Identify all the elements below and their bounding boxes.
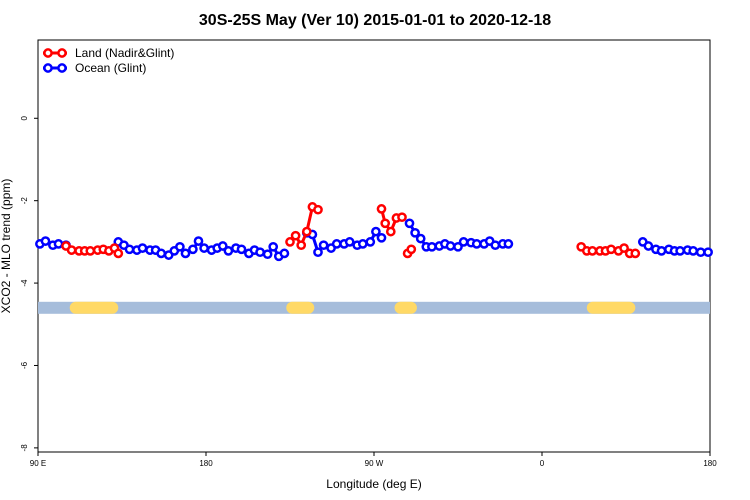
land-band [394, 301, 417, 314]
ocean-band [38, 301, 710, 314]
ocean-point [643, 241, 654, 251]
land-point [406, 244, 417, 255]
ocean-point [344, 237, 355, 247]
ocean-point [193, 236, 204, 246]
ocean-point [318, 240, 329, 251]
ocean-point [415, 233, 426, 244]
ocean-point [445, 241, 456, 251]
land-point [113, 248, 124, 259]
x-axis: 90 E 180 90 W 0 180 [30, 452, 717, 468]
land-point [587, 246, 598, 256]
legend-marker [57, 63, 67, 73]
legend-label: Ocean (Glint) [75, 61, 146, 75]
land-point [385, 226, 396, 237]
land-point [290, 230, 301, 241]
legend-marker [43, 63, 53, 73]
ocean-point [427, 241, 437, 252]
land-point [606, 244, 616, 255]
ocean-point [376, 232, 387, 243]
land-point [85, 246, 96, 256]
x-tick-label: 90 W [365, 459, 384, 468]
ocean-point [279, 248, 290, 259]
ocean-point [180, 248, 191, 259]
ocean-point [371, 226, 381, 237]
ocean-point [255, 247, 265, 258]
land-point [296, 240, 307, 251]
ocean-point [40, 236, 51, 246]
ocean-point [137, 243, 148, 253]
ocean-point [175, 241, 185, 252]
land-band [69, 301, 119, 314]
y-tick-label: 0 [20, 116, 29, 121]
land-point [619, 243, 629, 253]
ocean-point [124, 244, 135, 255]
y-axis-label: XCO2 - MLO trend (ppm) [0, 179, 13, 314]
land-point [285, 237, 295, 247]
ocean-point [156, 248, 167, 259]
x-axis-label: Longitude (deg E) [326, 477, 421, 491]
land-point [397, 212, 407, 223]
ocean-point [365, 237, 376, 247]
ocean-point [199, 243, 209, 253]
x-tick-label: 180 [703, 459, 717, 468]
y-tick-label: -8 [20, 444, 29, 452]
series-layer [35, 202, 713, 262]
legend-entry: Ocean (Glint) [43, 61, 146, 75]
land-band [286, 301, 315, 314]
ocean-point [656, 246, 667, 256]
x-tick-label: 90 E [30, 459, 46, 468]
legend-label: Land (Nadir&Glint) [75, 46, 174, 60]
x-tick-label: 0 [540, 459, 545, 468]
ocean-point [688, 246, 699, 256]
y-tick-label: -2 [20, 197, 29, 205]
ocean-point [703, 247, 713, 258]
band-layer [38, 301, 710, 314]
ocean-point [471, 239, 482, 249]
legend-marker [57, 48, 67, 58]
land-point [376, 204, 387, 214]
ocean-point [236, 244, 247, 255]
ocean-point [262, 249, 273, 260]
y-tick-label: -4 [20, 279, 29, 287]
ocean-point [331, 239, 342, 249]
ocean-point [313, 247, 323, 258]
ocean-point [53, 239, 64, 249]
land-band [586, 301, 636, 314]
legend: Land (Nadir&Glint)Ocean (Glint) [43, 46, 174, 75]
ocean-point [268, 241, 279, 252]
ocean-point [188, 244, 198, 255]
ocean-point [675, 246, 685, 256]
land-point [301, 226, 312, 237]
ocean-point [503, 239, 514, 249]
ocean-point [223, 246, 234, 256]
legend-entry: Land (Nadir&Glint) [43, 46, 174, 60]
ocean-point [458, 237, 469, 247]
land-point [630, 248, 641, 259]
ocean-point [404, 218, 415, 229]
ocean-point [695, 247, 706, 258]
legend-marker [43, 48, 53, 58]
x-tick-label: 180 [199, 459, 213, 468]
land-point [66, 245, 77, 255]
land-point [313, 204, 323, 215]
ocean-point [453, 241, 463, 252]
chart-title: 30S-25S May (Ver 10) 2015-01-01 to 2020-… [199, 12, 551, 29]
ocean-point [357, 239, 368, 249]
ocean-point [490, 240, 501, 251]
ocean-point [217, 241, 228, 251]
land-point [380, 218, 391, 229]
y-tick-label: -6 [20, 361, 29, 369]
ocean-point [410, 227, 420, 238]
y-axis: 0 -2 -4 -6 -8 [20, 116, 38, 452]
